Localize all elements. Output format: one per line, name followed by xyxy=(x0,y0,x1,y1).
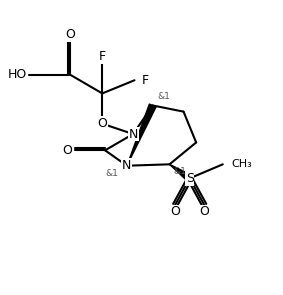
Text: O: O xyxy=(62,144,72,157)
Text: &1: &1 xyxy=(157,92,170,101)
Text: O: O xyxy=(170,205,180,219)
Text: F: F xyxy=(142,74,149,87)
Text: O: O xyxy=(97,117,107,130)
Text: O: O xyxy=(199,205,209,219)
Polygon shape xyxy=(127,104,156,166)
Text: N: N xyxy=(122,159,132,172)
Text: S: S xyxy=(186,172,194,185)
Text: N: N xyxy=(128,127,138,140)
Text: CH₃: CH₃ xyxy=(232,159,252,169)
Polygon shape xyxy=(170,164,192,181)
Text: &1: &1 xyxy=(173,167,186,176)
Text: HO: HO xyxy=(8,68,27,81)
Text: &1: &1 xyxy=(106,169,119,178)
Text: O: O xyxy=(65,28,75,41)
Text: F: F xyxy=(99,50,106,63)
